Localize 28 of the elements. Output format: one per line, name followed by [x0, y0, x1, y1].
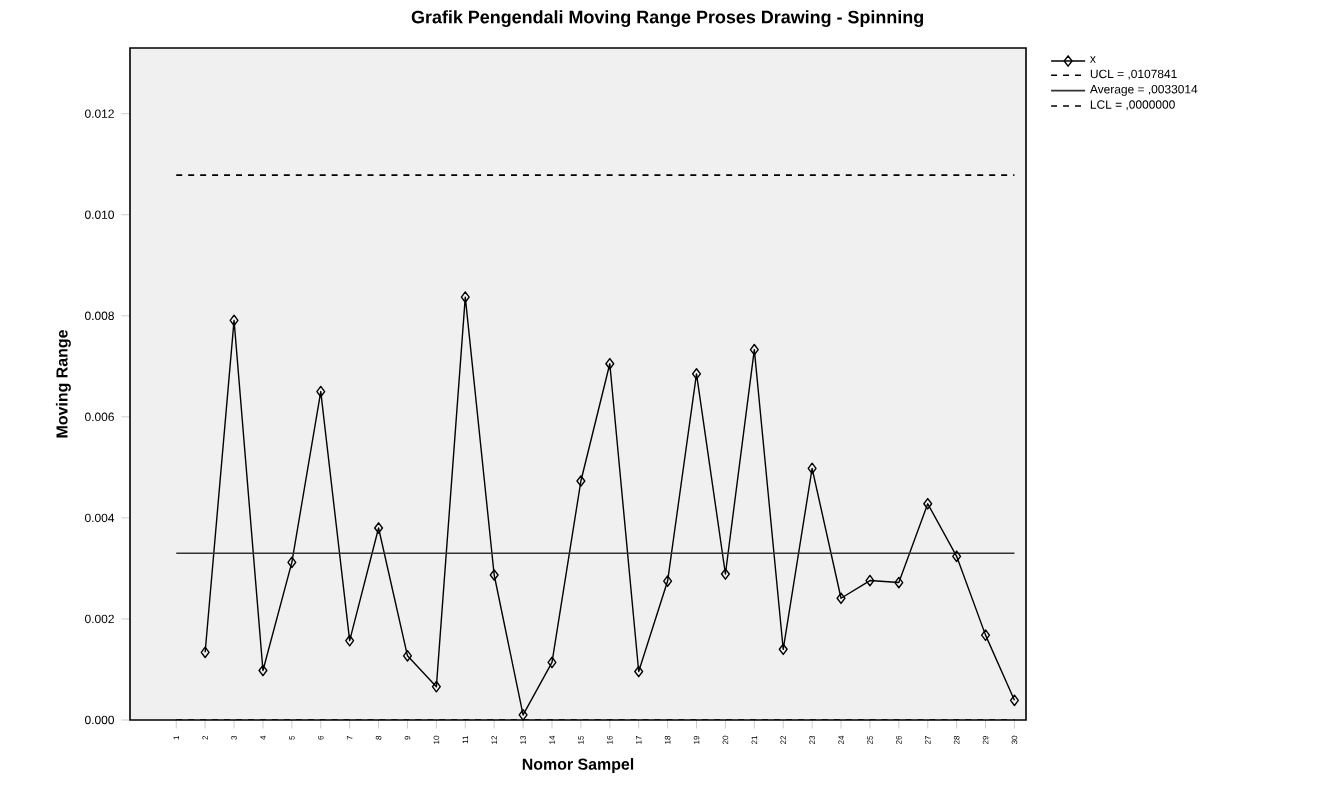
point	[807, 462, 817, 475]
point	[952, 550, 962, 563]
point	[460, 291, 470, 303]
point	[836, 592, 846, 605]
point	[923, 497, 933, 510]
point	[778, 643, 788, 656]
point	[605, 357, 615, 370]
point	[345, 634, 355, 647]
point	[894, 576, 904, 589]
point	[518, 709, 528, 721]
point	[634, 665, 644, 678]
point	[576, 475, 586, 487]
point	[258, 664, 268, 677]
point	[402, 649, 413, 662]
point	[691, 368, 702, 380]
point	[316, 385, 326, 398]
chart-title: Grafik Pengendali Moving Range Proses Drawing - Spinning	[411, 10, 923, 28]
point	[373, 522, 384, 534]
point	[865, 574, 875, 587]
point	[489, 569, 499, 581]
point	[431, 680, 441, 693]
point	[287, 556, 297, 569]
point	[749, 343, 759, 356]
point	[547, 656, 557, 669]
point	[980, 629, 991, 641]
point	[720, 568, 730, 580]
point	[663, 575, 673, 587]
point	[229, 314, 239, 327]
